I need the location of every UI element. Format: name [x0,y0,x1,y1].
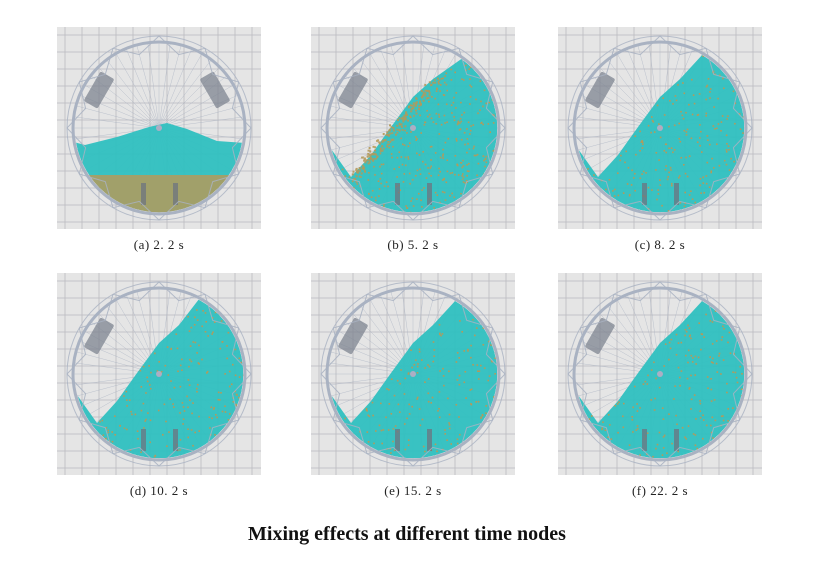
panel-caption-d: (d) 10. 2 s [129,483,189,498]
lifter-bars [642,429,679,451]
tan-particles [99,309,244,458]
drum-hub [410,371,416,377]
figure-title: Mixing effects at different time nodes [248,523,566,545]
drum-frame-struts [66,281,252,467]
tan-surface-band [351,77,443,183]
panel-c: (c) 8. 2 s [558,27,762,253]
inlet-window-left [84,318,114,354]
lifter-bars [395,429,432,451]
particle-bed [331,301,498,459]
particle-bed [331,59,498,213]
drum-frame-struts [66,35,252,221]
lifter-bars [141,429,178,451]
tan-particles [344,318,496,454]
panel-a: (a) 2. 2 s [57,27,261,253]
drum-ring [572,40,748,216]
drum-ring [572,286,748,462]
lifter-bars [395,183,432,205]
drum-frame-struts [320,281,506,467]
simulation-frame-d [57,273,261,475]
drum-frame-struts [567,35,753,221]
inlet-window-left [585,318,615,354]
inlet-window-left [338,318,368,354]
panel-caption-a: (a) 2. 2 s [133,237,185,252]
particle-bed [578,301,745,459]
inlet-window-left [84,72,114,108]
panel-f: (f) 22. 2 s [558,273,762,499]
drum-frame-struts [320,35,506,221]
drum-ring [71,286,247,462]
panel-caption-c: (c) 8. 2 s [634,237,686,252]
tan-particles [341,64,498,213]
drum-hub [156,125,162,131]
drum-ring [325,286,501,462]
inlet-window-left [338,72,368,108]
simulation-frame-c [558,27,762,229]
panel-e: (e) 15. 2 s [311,273,515,499]
drum-hub [657,371,663,377]
tan-particles [587,55,745,212]
panel-caption-f: (f) 22. 2 s [631,483,689,498]
drum-hub [156,371,162,377]
drum-ring [71,40,247,216]
lifter-bars [141,183,178,205]
simulation-frame-a [57,27,261,229]
inlet-window-right [200,72,230,108]
simulation-frame-e [311,273,515,475]
drum-ring [325,40,501,216]
simulation-frame-b [311,27,515,229]
drum-hub [410,125,416,131]
inlet-window-left [585,72,615,108]
panel-b: (b) 5. 2 s [311,27,515,253]
particle-bed [578,55,745,213]
drum-hub [657,125,663,131]
simulation-frame-f [558,273,762,475]
panel-d: (d) 10. 2 s [57,273,261,499]
drum-frame-struts [567,281,753,467]
panel-caption-b: (b) 5. 2 s [387,237,439,252]
particle-bed [77,299,244,459]
panel-caption-e: (e) 15. 2 s [384,483,442,498]
lifter-bars [642,183,679,205]
